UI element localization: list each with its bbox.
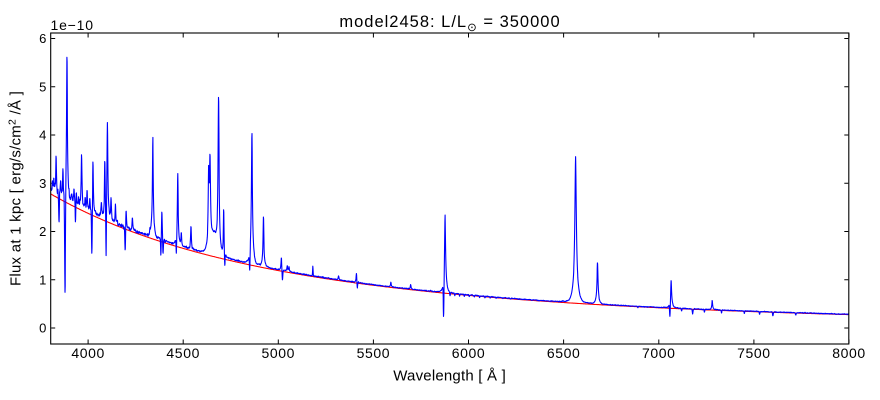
svg-text:4500: 4500 [166, 345, 200, 361]
svg-text:1: 1 [39, 272, 46, 287]
svg-text:6000: 6000 [452, 345, 486, 361]
svg-text:0: 0 [39, 321, 46, 336]
svg-text:5: 5 [39, 80, 46, 95]
svg-text:4: 4 [39, 128, 46, 143]
svg-text:7500: 7500 [737, 345, 771, 361]
svg-text:8000: 8000 [832, 345, 866, 361]
svg-text:2: 2 [39, 224, 46, 239]
svg-text:4000: 4000 [71, 345, 105, 361]
svg-text:Flux at 1 kpc [ erg/s/cm2 /Å ]: Flux at 1 kpc [ erg/s/cm2 /Å ] [7, 91, 25, 286]
svg-text:6500: 6500 [547, 345, 581, 361]
svg-text:model2458: L/L⊙ = 350000: model2458: L/L⊙ = 350000 [339, 13, 560, 34]
svg-text:5500: 5500 [357, 345, 391, 361]
svg-text:Wavelength [ Å ]: Wavelength [ Å ] [393, 368, 506, 385]
svg-text:5000: 5000 [262, 345, 296, 361]
svg-text:1e−10: 1e−10 [51, 17, 94, 33]
svg-text:6: 6 [39, 31, 46, 46]
svg-text:3: 3 [39, 176, 46, 191]
svg-text:7000: 7000 [642, 345, 676, 361]
